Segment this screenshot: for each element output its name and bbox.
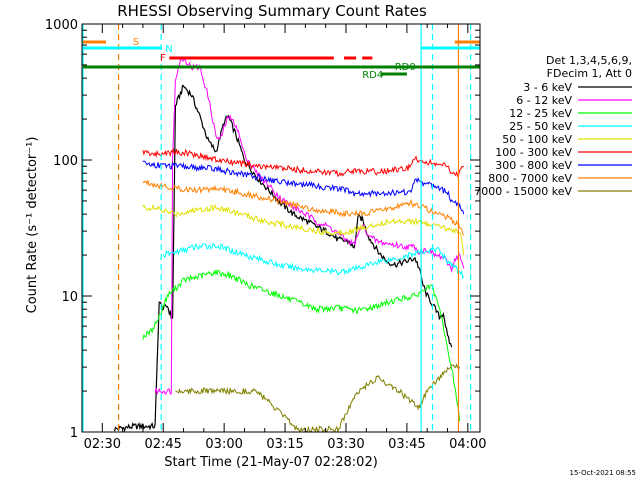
legend-label: 25 - 50 keV xyxy=(509,120,572,133)
legend-label: 6 - 12 keV xyxy=(516,94,572,107)
axes: 02:30 02:45 03:00 03:15 03:30 03:45 04:00 1 10 10… xyxy=(45,18,487,452)
series-layer xyxy=(113,56,465,432)
chart-title: RHESSI Observing Summary Count Rates xyxy=(117,2,427,20)
series-50-100-kev xyxy=(142,203,465,256)
y-tick-label: 100 xyxy=(53,154,78,169)
flag-label-rd4: RD4 xyxy=(362,70,383,81)
y-tick-label: 10 xyxy=(61,290,78,305)
flag-label-rd0: RD0 xyxy=(395,62,416,73)
legend: Det 1,3,4,5,6,9,FDecim 1, Att 03 - 6 keV… xyxy=(474,54,632,198)
legend-header: FDecim 1, Att 0 xyxy=(547,67,632,80)
x-tick-label: 03:30 xyxy=(327,437,364,452)
flag-label-s: S xyxy=(133,37,139,48)
legend-label: 7000 - 15000 keV xyxy=(474,185,572,198)
series-6-12-kev xyxy=(154,56,465,396)
series-300-800-kev xyxy=(142,160,465,215)
x-tick-label: 03:00 xyxy=(205,437,242,452)
series-3-6-kev xyxy=(113,84,453,432)
y-tick-label: 1000 xyxy=(45,18,78,33)
legend-label: 3 - 6 keV xyxy=(523,81,572,94)
y-axis-label: Count Rate (s⁻¹ detector⁻¹) xyxy=(25,137,40,314)
x-tick-label: 03:15 xyxy=(266,437,303,452)
flag-layer: S NF RD4 RD0 xyxy=(82,24,480,432)
series-12-25-kev xyxy=(142,269,461,422)
x-tick-label: 02:30 xyxy=(84,437,121,452)
timestamp: 15-Oct-2021 08:55 xyxy=(570,469,636,477)
x-tick-label: 04:00 xyxy=(449,437,486,452)
series-25-50-kev xyxy=(162,242,465,280)
legend-label: 50 - 100 keV xyxy=(502,133,572,146)
legend-label: 300 - 800 keV xyxy=(495,159,572,172)
legend-header: Det 1,3,4,5,6,9, xyxy=(546,54,632,67)
x-axis-label: Start Time (21-May-07 02:28:02) xyxy=(164,455,378,470)
legend-label: 800 - 7000 keV xyxy=(488,172,572,185)
plot-frame xyxy=(81,23,481,433)
y-tick-label: 1 xyxy=(70,426,78,441)
legend-label: 12 - 25 keV xyxy=(509,107,572,120)
flag-label-f: F xyxy=(160,53,166,64)
legend-label: 100 - 300 keV xyxy=(495,146,572,159)
x-tick-label: 02:45 xyxy=(144,437,181,452)
series-100-300-kev xyxy=(142,147,465,178)
flag-label-n: N xyxy=(165,44,172,55)
x-tick-label: 03:45 xyxy=(388,437,425,452)
series-800-7000-kev xyxy=(142,180,465,236)
series-7000-15000-kev xyxy=(175,363,461,432)
